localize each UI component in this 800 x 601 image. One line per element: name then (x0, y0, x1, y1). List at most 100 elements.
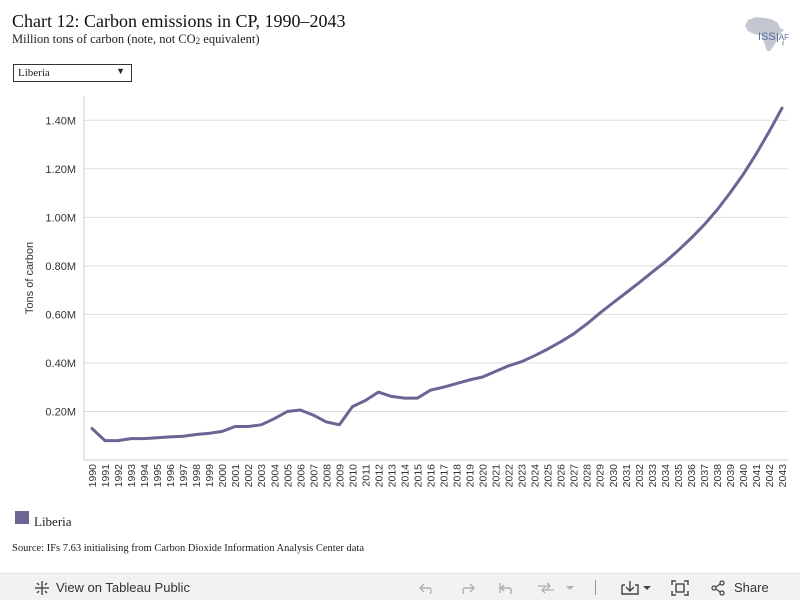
legend-swatch (15, 511, 29, 524)
x-tick-label: 2028 (582, 464, 594, 488)
x-tick-label: 2024 (530, 464, 542, 488)
y-tick-label: 0.40M (45, 358, 76, 370)
chevron-down-icon (566, 585, 574, 590)
x-tick-label: 2034 (660, 464, 672, 488)
subtitle-subscript: 2 (195, 36, 201, 46)
y-axis-title: Tons of carbon (24, 242, 36, 314)
line-chart: 0.20M 0.40M 0.60M 0.80M 1.00M 1.20M 1.40M 1990… (24, 96, 789, 488)
fullscreen-button[interactable] (671, 574, 689, 601)
x-tick-label: 2020 (478, 464, 490, 488)
x-tick-label: 2030 (608, 464, 620, 488)
x-tick-label: 1999 (204, 464, 216, 488)
x-tick-label: 2002 (243, 464, 255, 488)
x-tick-label: 2041 (751, 464, 763, 488)
x-tick-label: 1996 (165, 464, 177, 488)
tableau-toolbar: View on Tableau Public (0, 573, 800, 600)
subtitle-text-end: equivalent) (200, 32, 260, 46)
fullscreen-icon (671, 579, 689, 596)
share-button[interactable]: Share (710, 574, 769, 601)
x-tick-label: 2007 (308, 464, 320, 488)
undo-icon (419, 583, 432, 594)
x-tick-label: 2031 (621, 464, 633, 488)
logo-text-main: ISS (758, 31, 776, 43)
x-tick-label: 2033 (647, 464, 659, 488)
x-tick-label: 2003 (256, 464, 268, 488)
x-tick-label: 1992 (113, 464, 125, 488)
series-line-liberia[interactable] (90, 106, 784, 443)
x-tick-label: 2026 (556, 464, 568, 488)
x-tick-label: 1997 (178, 464, 190, 488)
revert-icon (499, 582, 512, 595)
x-tick-label: 2043 (777, 464, 789, 488)
x-tick-label: 2004 (269, 464, 281, 488)
y-tick-label: 0.60M (45, 309, 76, 321)
x-tick-labels: 1990 1991 1992 1993 1994 1995 1996 1997 1998 1999… (87, 464, 789, 488)
x-tick-label: 1993 (126, 464, 138, 488)
toolbar-divider (595, 580, 596, 595)
download-button[interactable] (621, 574, 652, 601)
redo-icon (462, 583, 475, 594)
series-lines (90, 106, 784, 443)
x-tick-label: 2008 (321, 464, 333, 488)
legend-label: Liberia (34, 514, 72, 529)
y-tick-label: 0.20M (45, 406, 76, 418)
undo-button[interactable] (418, 574, 438, 601)
x-tick-label: 2015 (412, 464, 424, 488)
x-tick-label: 2011 (360, 464, 372, 487)
grid-lines (84, 119, 788, 412)
x-tick-label: 2009 (334, 464, 346, 488)
x-tick-label: 2001 (230, 464, 242, 488)
refresh-menu-button[interactable] (565, 574, 575, 601)
redo-button[interactable] (456, 574, 476, 601)
x-tick-label: 2036 (686, 464, 698, 488)
refresh-icon (538, 582, 554, 593)
x-tick-label: 1998 (191, 464, 203, 488)
x-tick-label: 1991 (100, 464, 112, 488)
country-select-value: Liberia (18, 67, 50, 79)
logo-wordmark: ISS AF (758, 31, 789, 43)
download-icon (621, 580, 639, 595)
view-on-tableau-label: View on Tableau Public (56, 580, 190, 595)
x-tick-label: 2039 (725, 464, 737, 488)
x-tick-label: 1994 (139, 464, 151, 488)
x-tick-label: 2018 (452, 464, 464, 488)
x-tick-label: 2000 (217, 464, 229, 488)
y-tick-label: 0.80M (45, 261, 76, 273)
y-tick-label: 1.20M (45, 164, 76, 176)
view-on-tableau-link[interactable]: View on Tableau Public (34, 574, 190, 601)
x-tick-label: 2032 (634, 464, 646, 488)
x-tick-label: 2027 (569, 464, 581, 488)
x-tick-label: 2029 (595, 464, 607, 488)
x-tick-label: 2022 (504, 464, 516, 488)
x-tick-label: 2021 (491, 464, 503, 488)
y-tick-label: 1.40M (45, 115, 76, 127)
x-tick-label: 2014 (399, 464, 411, 488)
source-note: Source: IFs 7.63 initialising from Carbo… (12, 543, 364, 554)
x-tick-label: 2013 (386, 464, 398, 488)
chevron-down-icon: ▼ (116, 66, 125, 76)
x-tick-label: 2040 (738, 464, 750, 488)
share-label: Share (734, 580, 769, 595)
refresh-button[interactable] (535, 574, 557, 601)
country-select[interactable]: Liberia ▼ (13, 64, 132, 82)
y-tick-labels: 0.20M 0.40M 0.60M 0.80M 1.00M 1.20M 1.40M (45, 115, 76, 418)
y-tick-label: 1.00M (45, 212, 76, 224)
x-tick-label: 2010 (347, 464, 359, 488)
x-tick-label: 2023 (517, 464, 529, 488)
x-tick-label: 2019 (465, 464, 477, 488)
chevron-down-icon (643, 585, 651, 590)
chart-title: Chart 12: Carbon emissions in CP, 1990–2… (12, 11, 346, 31)
x-tick-label: 2012 (373, 464, 385, 488)
x-tick-label: 2038 (712, 464, 724, 488)
x-tick-label: 2016 (425, 464, 437, 488)
chart-subtitle: Million tons of carbon (note, not CO2 eq… (12, 31, 260, 48)
revert-button[interactable] (497, 574, 517, 601)
x-tick-label: 2042 (764, 464, 776, 488)
x-tick-label: 2017 (439, 464, 451, 488)
subtitle-text: Million tons of carbon (note, not CO (12, 32, 196, 46)
africa-map-logo-icon (745, 17, 784, 51)
tableau-logo-icon (35, 580, 49, 595)
x-tick-label: 2006 (295, 464, 307, 488)
x-tick-label: 2025 (543, 464, 555, 488)
x-tick-label: 2005 (282, 464, 294, 488)
